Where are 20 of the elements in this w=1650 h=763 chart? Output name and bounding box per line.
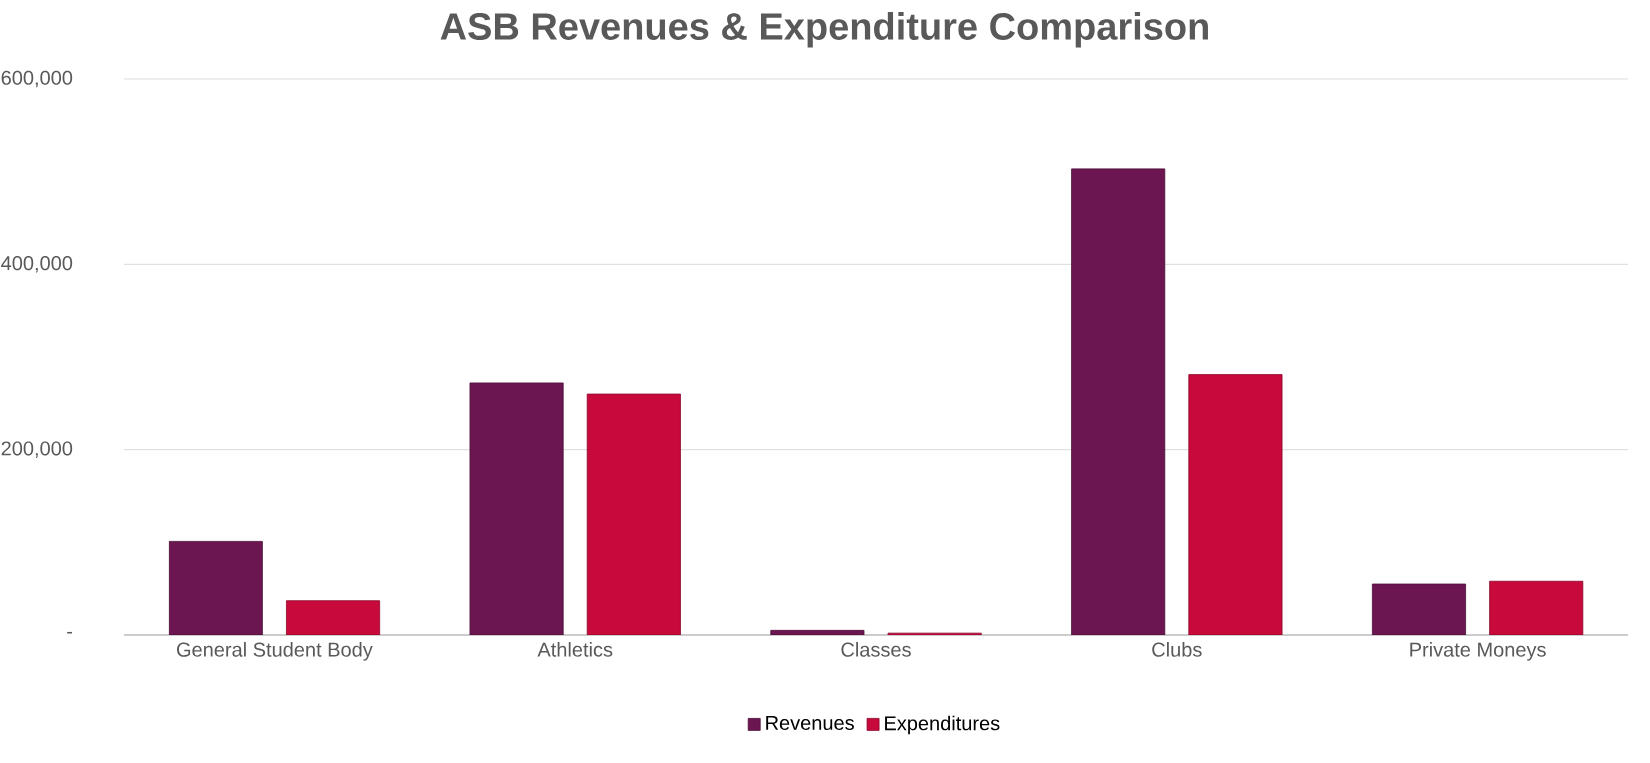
- x-tick-label: Athletics: [537, 642, 613, 657]
- bar: [586, 393, 681, 635]
- x-tick-label: Classes: [841, 642, 911, 657]
- y-tick-label: 600,000: [1, 70, 73, 88]
- x-tick-label: General Student Body: [177, 642, 373, 661]
- x-tick-label: Clubs: [1152, 642, 1202, 657]
- bar: [1188, 374, 1283, 635]
- bar: [1489, 580, 1584, 635]
- y-tick-label: 400,000: [1, 256, 73, 273]
- y-tick-label: -: [67, 631, 73, 634]
- bar: [1371, 583, 1467, 635]
- x-tick-label: Private Moneys: [1410, 642, 1546, 661]
- bar: [168, 540, 263, 635]
- bar: [1071, 168, 1166, 635]
- legend-label: Revenues: [766, 716, 854, 730]
- chart-title: ASB Revenues & Expenditure Comparison: [440, 12, 1208, 48]
- bar: [469, 382, 564, 635]
- bar: [286, 600, 381, 635]
- y-tick-label: 200,000: [1, 441, 73, 458]
- legend-label: Expenditures: [885, 715, 1000, 735]
